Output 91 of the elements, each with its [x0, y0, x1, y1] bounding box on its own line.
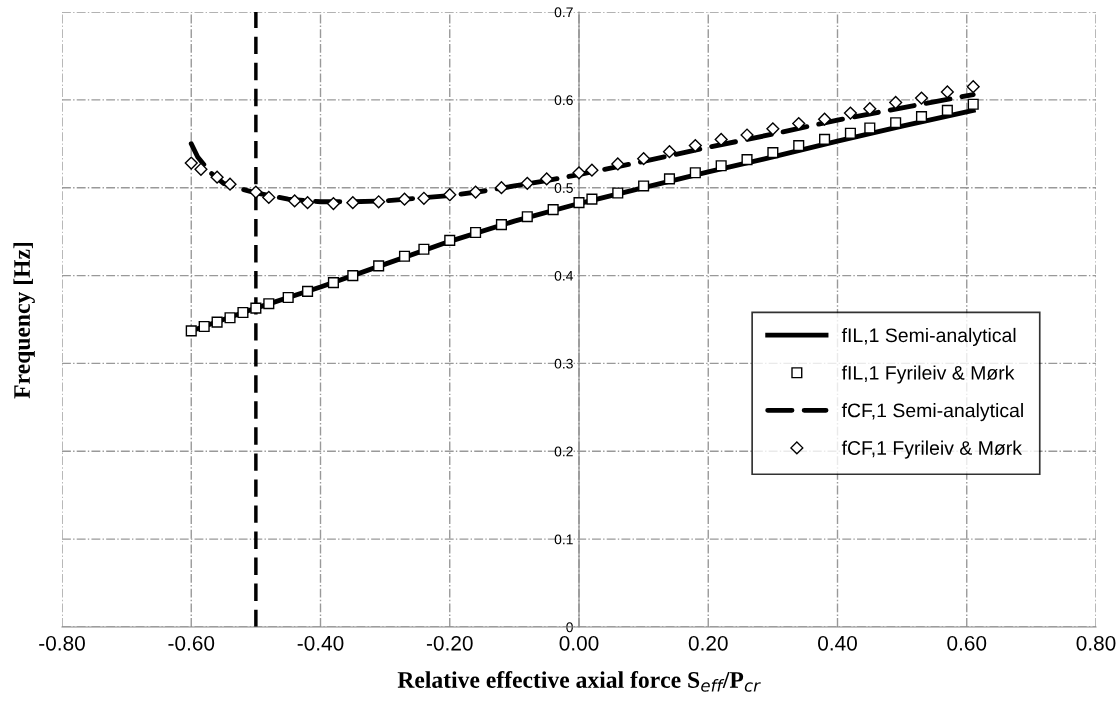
point	[470, 226, 482, 239]
legend-label: fIL,1 Semi-analytical	[841, 327, 1016, 347]
point	[223, 177, 237, 191]
point	[288, 194, 302, 208]
point	[418, 243, 430, 255]
point	[715, 160, 727, 172]
x-tick-label: -0.60	[168, 635, 215, 651]
x-axis-title: Relative effective axial force S$_{eff}$/P$_{cr}$	[397, 671, 761, 692]
point	[547, 204, 559, 216]
y-tick-label: 0.3	[554, 358, 573, 369]
legend-label: fIL,1 Fyrileiv & Mørk	[841, 365, 1015, 384]
x-tick-label: -0.40	[297, 635, 344, 651]
point	[300, 196, 315, 210]
y-tick-label: 0	[566, 622, 573, 633]
x-tick-label: 0.60	[947, 635, 987, 651]
point	[817, 112, 832, 126]
x-tick-label: 0.40	[818, 635, 857, 651]
point	[249, 185, 263, 199]
point	[714, 132, 728, 146]
point	[662, 145, 677, 159]
x-tick-label: 0.00	[559, 635, 599, 651]
point	[586, 193, 598, 205]
point	[689, 167, 701, 179]
point	[398, 250, 411, 262]
point	[638, 180, 650, 192]
point	[889, 95, 903, 110]
legend-label: fCF,1 Semi-analytical	[841, 403, 1023, 422]
point	[766, 122, 780, 136]
point	[585, 163, 599, 177]
y-tick-label: 0.7	[554, 7, 573, 18]
point	[914, 91, 929, 105]
point	[194, 162, 208, 176]
point	[469, 185, 483, 199]
point	[495, 219, 508, 231]
point	[397, 192, 412, 206]
point	[864, 122, 876, 134]
point	[819, 133, 831, 145]
point	[573, 197, 585, 209]
point	[863, 102, 877, 116]
y-tick-label: 0.4	[554, 270, 574, 281]
y-tick-label: 0.2	[554, 446, 573, 457]
point	[237, 306, 249, 319]
point	[740, 128, 754, 142]
y-tick-label: 0.1	[554, 534, 573, 545]
point	[372, 195, 386, 209]
point	[184, 156, 198, 170]
point	[540, 172, 554, 186]
point	[520, 176, 534, 190]
point	[967, 98, 979, 110]
x-tick-label: -0.20	[426, 635, 473, 651]
point	[224, 312, 236, 324]
point	[444, 234, 456, 246]
x-tick-label: -0.80	[39, 635, 85, 651]
point	[663, 173, 676, 185]
point	[417, 191, 431, 205]
point	[688, 138, 702, 153]
point	[843, 106, 858, 120]
point	[792, 116, 806, 131]
point	[941, 104, 953, 116]
point	[347, 270, 359, 282]
point	[210, 170, 224, 184]
point	[302, 285, 314, 297]
point	[262, 190, 276, 204]
point	[521, 211, 533, 223]
point	[327, 277, 339, 289]
point	[282, 291, 294, 304]
y-axis-title: Frequency [Hz]	[13, 242, 35, 399]
y-tick-label: 0.6	[554, 95, 573, 106]
point	[211, 316, 223, 328]
point	[940, 85, 954, 99]
point	[198, 320, 210, 333]
y-tick-label: 0.5	[554, 183, 573, 193]
point	[326, 196, 341, 211]
point	[572, 166, 586, 180]
point	[185, 325, 197, 337]
point	[844, 127, 856, 139]
point	[346, 196, 360, 210]
point	[637, 152, 651, 166]
point	[494, 181, 509, 195]
x-tick-label: 0.80	[1076, 635, 1116, 651]
point	[611, 157, 625, 171]
legend-label: fCF,1 Fyrileiv & Mørk	[841, 440, 1023, 459]
point	[250, 302, 262, 314]
point	[966, 80, 980, 94]
point	[443, 188, 457, 202]
point	[741, 154, 753, 166]
point	[612, 187, 624, 199]
point	[263, 298, 275, 310]
x-tick-label: 0.20	[688, 635, 728, 651]
point	[373, 260, 385, 272]
point	[767, 147, 779, 159]
